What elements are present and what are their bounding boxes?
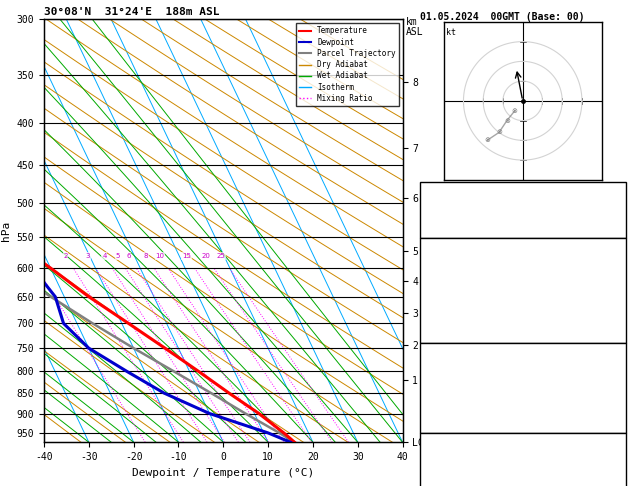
- Text: 2: 2: [64, 253, 68, 259]
- Text: 0: 0: [618, 330, 623, 340]
- Text: 39: 39: [613, 206, 623, 215]
- X-axis label: Dewpoint / Temperature (°C): Dewpoint / Temperature (°C): [132, 468, 314, 478]
- Text: PW (cm): PW (cm): [423, 225, 460, 233]
- Text: 4: 4: [102, 253, 106, 259]
- Text: EH: EH: [423, 451, 433, 460]
- Text: 4: 4: [618, 391, 623, 399]
- Legend: Temperature, Dewpoint, Parcel Trajectory, Dry Adiabat, Wet Adiabat, Isotherm, Mi: Temperature, Dewpoint, Parcel Trajectory…: [296, 23, 399, 106]
- Text: ⊗: ⊗: [484, 138, 490, 143]
- Text: -24: -24: [607, 451, 623, 460]
- Y-axis label: Mixing Ratio (g/kg): Mixing Ratio (g/kg): [433, 180, 442, 282]
- Text: 322: 322: [607, 376, 623, 384]
- Y-axis label: hPa: hPa: [1, 221, 11, 241]
- Text: CAPE (J): CAPE (J): [423, 405, 465, 415]
- Text: 01.05.2024  00GMT (Base: 00): 01.05.2024 00GMT (Base: 00): [420, 12, 584, 22]
- Text: 0: 0: [618, 420, 623, 430]
- Text: 6: 6: [126, 253, 131, 259]
- Text: 25: 25: [216, 253, 225, 259]
- Text: Pressure (mb): Pressure (mb): [423, 361, 493, 370]
- Text: Lifted Index: Lifted Index: [423, 391, 487, 399]
- Text: 30°08'N  31°24'E  188m ASL: 30°08'N 31°24'E 188m ASL: [44, 7, 220, 17]
- Text: 1.57: 1.57: [602, 225, 623, 233]
- Text: 20: 20: [201, 253, 210, 259]
- Text: Hodograph: Hodograph: [499, 435, 547, 445]
- Text: Surface: Surface: [504, 241, 542, 250]
- Text: θᴀ(K): θᴀ(K): [423, 286, 450, 295]
- Text: 8: 8: [144, 253, 148, 259]
- Text: K: K: [423, 187, 428, 196]
- Text: Dewp (°C): Dewp (°C): [423, 271, 471, 280]
- Text: SREH: SREH: [423, 466, 444, 475]
- Text: 9: 9: [618, 466, 623, 475]
- Text: Lifted Index: Lifted Index: [423, 301, 487, 310]
- Text: CIN (J): CIN (J): [423, 420, 460, 430]
- Text: Totals Totals: Totals Totals: [423, 206, 493, 215]
- Text: 320: 320: [607, 286, 623, 295]
- Text: ⊗: ⊗: [512, 108, 518, 114]
- Text: 975: 975: [607, 361, 623, 370]
- Text: ⊗: ⊗: [504, 118, 510, 123]
- Text: ASL: ASL: [406, 27, 423, 37]
- Text: 0: 0: [618, 316, 623, 325]
- Text: CIN (J): CIN (J): [423, 330, 460, 340]
- Text: ⊗: ⊗: [496, 129, 502, 136]
- Text: kt: kt: [446, 28, 455, 37]
- Text: 10: 10: [613, 187, 623, 196]
- Text: 15: 15: [613, 271, 623, 280]
- Text: 15.9: 15.9: [602, 256, 623, 265]
- Text: 0: 0: [618, 405, 623, 415]
- Text: 349°: 349°: [602, 481, 623, 486]
- Text: Most Unstable: Most Unstable: [487, 346, 558, 355]
- Text: θᴀ (K): θᴀ (K): [423, 376, 455, 384]
- Text: km: km: [406, 17, 418, 27]
- Text: 10: 10: [155, 253, 165, 259]
- Text: 5: 5: [115, 253, 120, 259]
- Text: Temp (°C): Temp (°C): [423, 256, 471, 265]
- Text: 4: 4: [618, 301, 623, 310]
- Text: 3: 3: [86, 253, 90, 259]
- Text: StmDir: StmDir: [423, 481, 455, 486]
- Text: 15: 15: [182, 253, 191, 259]
- Text: CAPE (J): CAPE (J): [423, 316, 465, 325]
